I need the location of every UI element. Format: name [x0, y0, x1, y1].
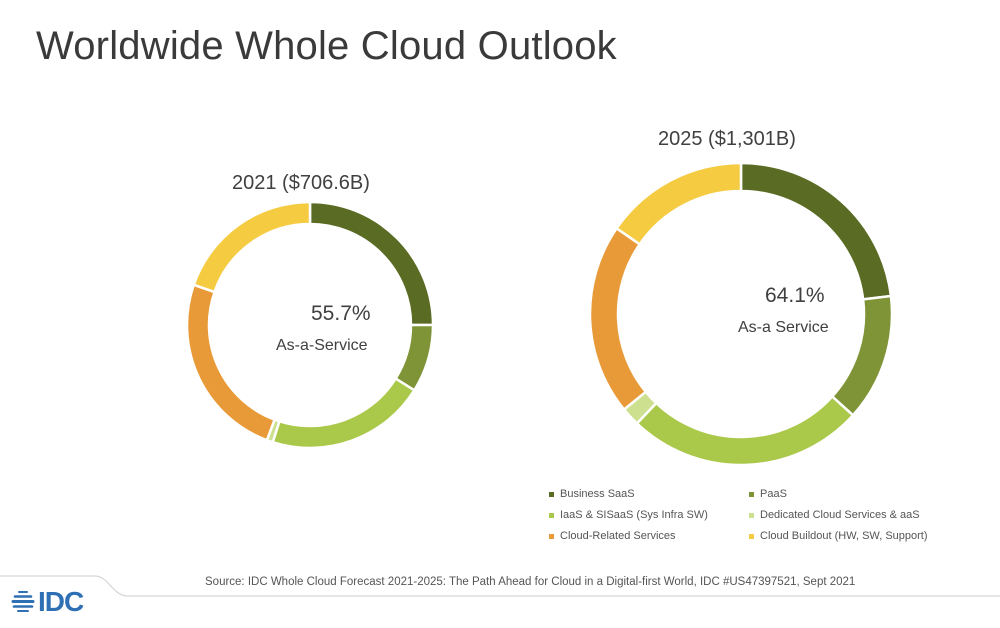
center-value-2025: 64.1%: [765, 284, 825, 307]
legend-label: Dedicated Cloud Services & aaS: [760, 509, 920, 521]
legend-item: Cloud Buildout (HW, SW, Support): [749, 528, 959, 544]
source-note: Source: IDC Whole Cloud Forecast 2021-20…: [205, 576, 856, 588]
center-value-2021: 55.7%: [311, 302, 371, 325]
legend-swatch: [549, 491, 554, 497]
legend-swatch: [749, 533, 754, 539]
donut-2021: [185, 200, 435, 450]
legend-label: Cloud-Related Services: [560, 530, 676, 542]
legend: Business SaaS PaaS IaaS & SISaaS (Sys In…: [549, 486, 969, 544]
center-label-2021: As-a-Service: [276, 337, 368, 354]
donut-slice-cloud-related-services: [185, 283, 277, 442]
legend-item: Dedicated Cloud Services & aaS: [749, 507, 959, 523]
legend-label: PaaS: [760, 488, 787, 500]
legend-item: Business SaaS: [549, 486, 749, 502]
donut-2025: [588, 161, 894, 467]
legend-label: Business SaaS: [560, 488, 635, 500]
donut-slice-iaas-sisaas-sys-infra-sw: [271, 376, 416, 450]
donut-slice-paas: [393, 323, 435, 392]
legend-swatch: [749, 512, 754, 518]
legend-swatch: [549, 512, 554, 518]
donut-slice-cloud-buildout-hw-sw-support: [614, 161, 743, 246]
legend-item: PaaS: [749, 486, 959, 502]
chart-title-2021: 2021 ($706.6B): [232, 172, 370, 194]
legend-swatch: [749, 491, 754, 497]
legend-item: Cloud-Related Services: [549, 528, 749, 544]
legend-item: IaaS & SISaaS (Sys Infra SW): [549, 507, 749, 523]
legend-swatch: [549, 533, 554, 539]
idc-globe-icon: [11, 591, 35, 612]
legend-label: Cloud Buildout (HW, SW, Support): [760, 530, 928, 542]
chart-title-2025: 2025 ($1,301B): [658, 128, 796, 150]
donut-slice-cloud-buildout-hw-sw-support: [192, 200, 312, 294]
center-label-2025: As-a Service: [738, 319, 829, 336]
idc-logo: IDC: [10, 586, 84, 618]
footer-divider: [0, 575, 1000, 597]
donut-slice-cloud-related-services: [588, 226, 648, 412]
page-title: Worldwide Whole Cloud Outlook: [36, 24, 617, 68]
donut-slice-iaas-sisaas-sys-infra-sw: [635, 394, 855, 467]
donut-slice-paas: [830, 294, 894, 418]
legend-label: IaaS & SISaaS (Sys Infra SW): [560, 509, 708, 521]
logo-text: IDC: [38, 586, 84, 617]
donut-slice-business-saas: [739, 161, 893, 301]
